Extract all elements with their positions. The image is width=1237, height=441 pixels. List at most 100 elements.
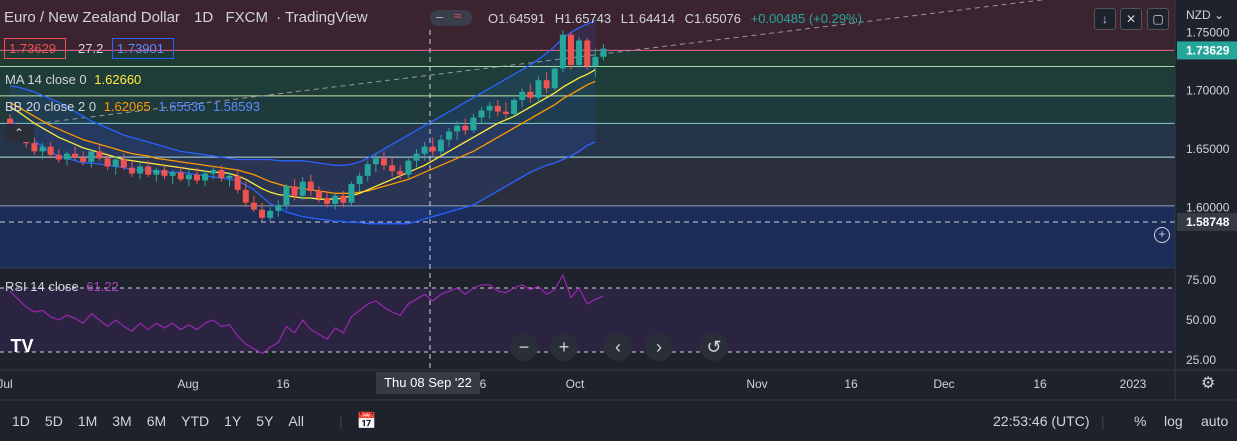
range-button-3m[interactable]: 3M — [112, 412, 132, 429]
candle-body — [275, 205, 282, 211]
auto-button[interactable]: auto — [1201, 412, 1229, 429]
arrow-down-icon[interactable]: ↓ — [1094, 8, 1116, 30]
range-button-1m[interactable]: 1M — [77, 412, 98, 429]
candle-body — [283, 186, 290, 205]
candle-body — [210, 170, 217, 174]
range-button-5y[interactable]: 5Y — [256, 412, 274, 429]
collapse-icon[interactable]: ✕ — [1120, 8, 1142, 30]
bb-upper-line — [9, 20, 596, 166]
candle-body — [527, 91, 534, 98]
header-title[interactable]: Euro / New Zealand Dollar 1D FXCM · Trad… — [4, 9, 368, 26]
range-buttons: 1D 5D 1M 3M 6M YTD 1Y 5Y All — [12, 413, 319, 429]
candle-body — [128, 167, 135, 174]
candle-body — [405, 160, 412, 175]
candle-body — [454, 125, 461, 132]
price-tick-label: 1.60000 — [1186, 200, 1230, 214]
candle-body — [96, 151, 103, 159]
candle-body — [397, 171, 404, 175]
zoom-in-button[interactable]: + — [550, 333, 578, 361]
candle-body — [267, 210, 274, 218]
range-button-6m[interactable]: 6M — [146, 412, 167, 429]
candle-body — [55, 154, 62, 160]
candle-body — [80, 157, 87, 162]
candle-body — [202, 173, 209, 181]
percent-button[interactable]: % — [1134, 412, 1147, 429]
bb-legend[interactable]: BB 20 close 2 0 1.62065 1.65536 1.58593 — [5, 99, 260, 114]
range-button-ytd[interactable]: YTD — [181, 412, 210, 429]
rsi-tick-label: 25.00 — [1186, 353, 1216, 367]
add-alert-icon[interactable]: + — [1154, 227, 1170, 243]
collapse-legend-button[interactable]: ⌃ — [4, 124, 34, 142]
chevron-left-icon: ‹ — [615, 337, 621, 357]
range-button-1d[interactable]: 1D — [12, 412, 30, 429]
time-tick-label: Nov — [746, 377, 767, 391]
clock-label[interactable]: 22:53:46 (UTC) — [993, 412, 1090, 429]
candle-body — [153, 170, 160, 175]
candle-body — [502, 111, 509, 114]
candle-body — [88, 151, 95, 162]
rsi-tick-label: 50.00 — [1186, 313, 1216, 327]
price-tick-label: 1.75000 — [1186, 25, 1230, 39]
chevron-down-icon: ⌄ — [1214, 8, 1225, 22]
candle-body — [120, 159, 127, 168]
candle-body — [380, 158, 387, 166]
candle-body — [299, 181, 306, 196]
trend-line — [9, 0, 1046, 128]
candle-body — [600, 48, 607, 57]
minus-icon: − — [518, 337, 530, 357]
bollinger-fill — [10, 20, 596, 224]
price-zone — [0, 95, 1175, 124]
scroll-left-button[interactable]: ‹ — [604, 333, 632, 361]
candle-body — [315, 191, 322, 198]
price-zone — [0, 66, 1175, 96]
reset-chart-button[interactable]: ↺ — [700, 333, 728, 361]
rsi-legend[interactable]: RSI 14 close 61.22 — [5, 279, 119, 294]
gear-icon[interactable]: ⚙ — [1201, 375, 1216, 392]
candle-body — [576, 40, 583, 65]
bb-lower-value: 1.58593 — [212, 99, 260, 114]
ma-value: 1.62660 — [94, 72, 142, 87]
candle-body — [567, 34, 574, 65]
range-button-1y[interactable]: 1Y — [224, 412, 242, 429]
ma-legend[interactable]: MA 14 close 0 1.62660 — [5, 72, 142, 87]
candle-body — [242, 189, 249, 203]
candle-body — [145, 166, 152, 175]
log-button[interactable]: log — [1164, 412, 1183, 429]
time-tick-label: Jul — [0, 377, 13, 391]
zoom-out-button[interactable]: − — [510, 333, 538, 361]
candle-body — [250, 202, 257, 210]
calendar-icon[interactable]: 📅 — [356, 412, 377, 430]
buy-button[interactable]: 1.73901 — [112, 38, 174, 59]
plus-icon: + — [558, 337, 570, 357]
candle-body — [31, 143, 38, 152]
candle-body — [486, 105, 493, 111]
range-button-5d[interactable]: 5D — [44, 412, 63, 429]
candle-body — [584, 40, 591, 67]
candle-body — [63, 153, 70, 160]
candle-body — [340, 195, 347, 203]
market-status-toggle[interactable]: – ≈ — [430, 8, 472, 26]
candle-body — [39, 146, 46, 152]
chevron-up-icon: ⌃ — [13, 126, 25, 140]
spread-value: 27.2 — [78, 41, 104, 56]
currency-selector[interactable]: NZD ⌄ — [1186, 8, 1225, 22]
scroll-right-button[interactable]: › — [645, 333, 673, 361]
close-value: 1.65076 — [694, 11, 742, 26]
candle-body — [348, 184, 355, 203]
sell-button[interactable]: 1.73629 — [4, 38, 66, 59]
candle-body — [511, 100, 518, 114]
candle-body — [462, 125, 469, 131]
time-tick-label: 16 — [276, 377, 290, 391]
fullscreen-icon[interactable]: ▢ — [1147, 8, 1169, 30]
candle-body — [535, 80, 542, 98]
candle-body — [413, 153, 420, 161]
last-price-bg — [1177, 41, 1237, 60]
bottom-toolbar: 1D 5D 1M 3M 6M YTD 1Y 5Y All | 📅 22:53:46 (UTC) … — [12, 412, 1229, 430]
tradingview-logo[interactable]: TV — [10, 336, 34, 356]
range-button-all[interactable]: All — [288, 412, 304, 429]
bb-upper-value: 1.65536 — [158, 99, 206, 114]
candle-body — [389, 165, 396, 172]
price-tick-label: 1.65000 — [1186, 142, 1230, 156]
time-tick-label: Oct — [566, 377, 585, 391]
